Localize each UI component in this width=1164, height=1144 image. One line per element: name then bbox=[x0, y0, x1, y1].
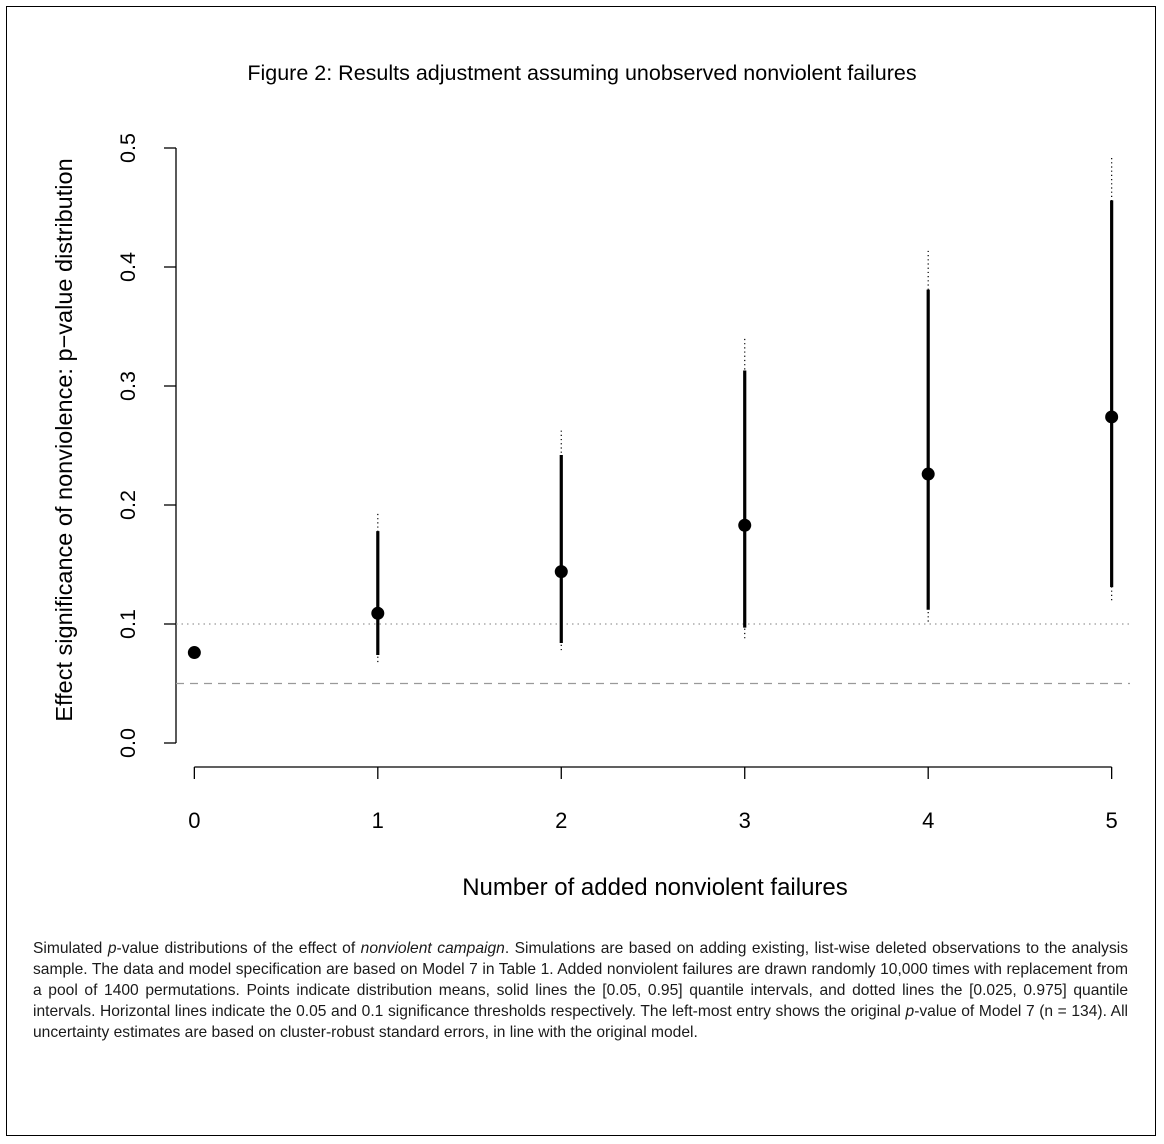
x-axis-label: Number of added nonviolent failures bbox=[462, 874, 848, 901]
x-tick-label: 2 bbox=[555, 808, 567, 833]
caption-italic-p-2: p bbox=[905, 1003, 915, 1020]
mean-point bbox=[1105, 410, 1119, 424]
mean-point bbox=[921, 467, 935, 481]
mean-point bbox=[371, 606, 385, 620]
figure-frame bbox=[6, 6, 1156, 1136]
chart-title: Figure 2: Results adjustment assuming un… bbox=[247, 61, 916, 85]
figure-caption: Simulated p-value distributions of the e… bbox=[33, 938, 1128, 1043]
mean-point bbox=[187, 646, 201, 660]
x-tick-label: 0 bbox=[188, 808, 200, 833]
y-tick-label: 0.0 bbox=[116, 728, 140, 758]
mean-point bbox=[738, 518, 752, 532]
caption-text-2: -value distributions of the effect of bbox=[116, 940, 361, 957]
mean-point bbox=[554, 565, 568, 579]
y-tick-label: 0.2 bbox=[116, 490, 140, 520]
caption-italic-campaign: nonviolent campaign bbox=[360, 940, 505, 957]
x-tick-label: 3 bbox=[739, 808, 751, 833]
chart: Figure 2: Results adjustment assuming un… bbox=[51, 61, 1130, 901]
x-tick-label: 4 bbox=[922, 808, 934, 833]
y-tick-label: 0.5 bbox=[116, 133, 140, 163]
caption-italic-p-1: p bbox=[107, 940, 117, 957]
x-tick-label: 5 bbox=[1106, 808, 1118, 833]
caption-text-3: . Simulations are based on adding existi… bbox=[33, 940, 1129, 1020]
caption-text-1: Simulated bbox=[33, 940, 108, 957]
caption-text-4: -value of Model 7 (n = 134). All uncerta… bbox=[33, 1003, 1129, 1041]
y-tick-label: 0.1 bbox=[116, 609, 140, 639]
y-tick-label: 0.3 bbox=[116, 371, 140, 401]
y-axis-label: Effect significance of nonviolence: p−va… bbox=[51, 158, 77, 721]
y-tick-label: 0.4 bbox=[116, 252, 140, 282]
data-marks bbox=[187, 156, 1119, 663]
x-tick-label: 1 bbox=[372, 808, 384, 833]
axes: 0.0 0.1 0.2 0.3 0.4 0.5 0 1 2 3 4 5 bbox=[116, 133, 1118, 833]
reference-lines bbox=[176, 623, 1130, 685]
